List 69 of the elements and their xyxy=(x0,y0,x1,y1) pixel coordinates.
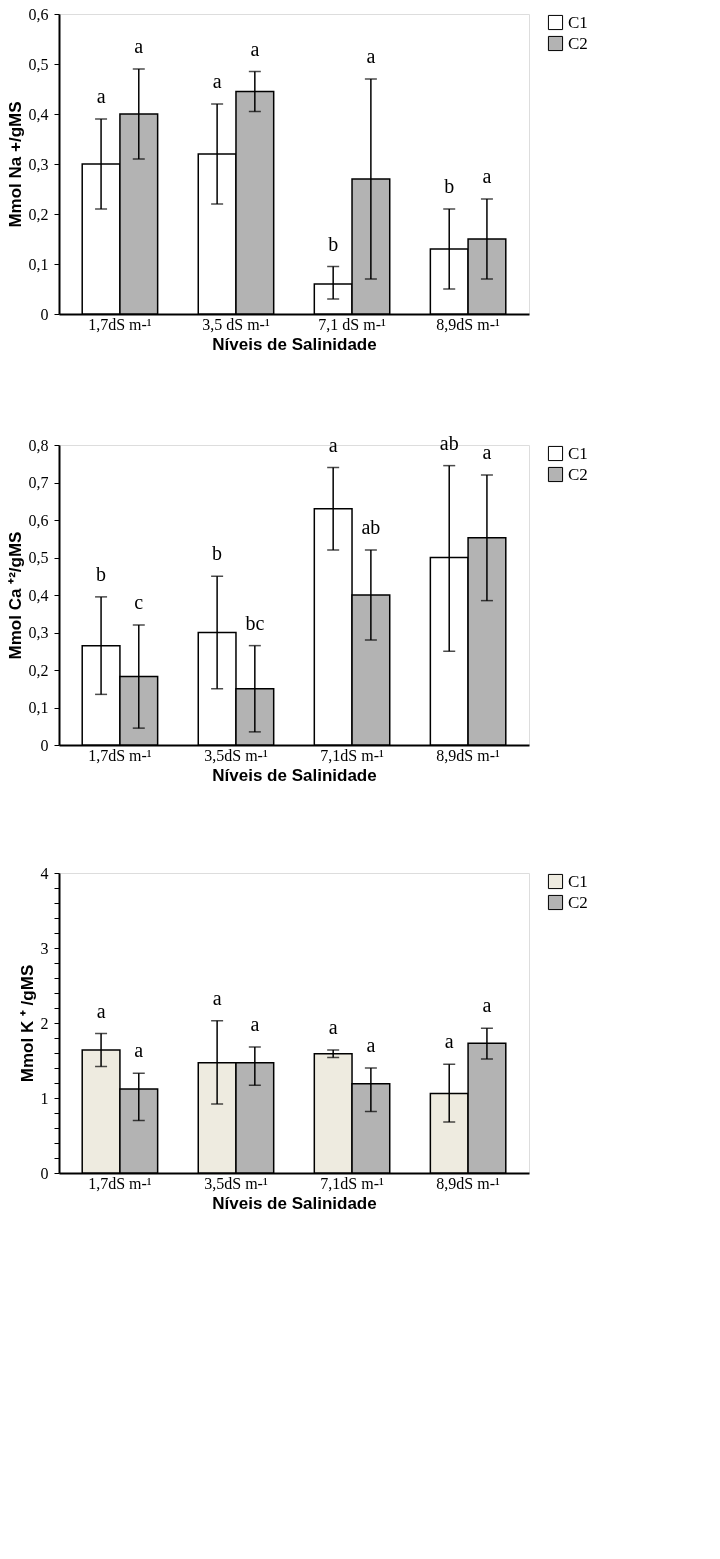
annotation: a xyxy=(444,1030,454,1053)
y-tick-label: 3 xyxy=(40,939,49,957)
y-tick-label: 0,6 xyxy=(28,511,49,529)
y-tick-label: 0,7 xyxy=(28,474,49,491)
annotation: a xyxy=(96,999,106,1022)
y-tick-label: 0,4 xyxy=(28,586,49,604)
x-tick-label: 8,9dS m-¹ xyxy=(436,1174,501,1192)
y-tick-label: 0,2 xyxy=(28,661,49,679)
annotation: b xyxy=(96,562,107,585)
y-tick-label: 0,8 xyxy=(28,436,49,454)
legend-label: C1 xyxy=(568,12,588,32)
annotation: b xyxy=(212,542,223,565)
y-tick-label: 4 xyxy=(40,864,49,882)
annotation: b xyxy=(328,232,339,255)
annotation: a xyxy=(366,1034,376,1056)
y-axis-title: Mmol K ⁺ /gMS xyxy=(17,964,37,1083)
annotation: a xyxy=(250,37,260,60)
x-tick-label: 1,7dS m-¹ xyxy=(88,315,152,333)
annotation: a xyxy=(366,45,376,67)
y-tick-label: 0,5 xyxy=(28,55,49,73)
y-tick-label: 0,4 xyxy=(28,105,49,123)
annotation: c xyxy=(134,591,144,613)
annotation: b xyxy=(444,175,455,197)
x-tick-label: 7,1dS m-¹ xyxy=(320,1174,384,1192)
y-tick-label: 1 xyxy=(40,1089,49,1107)
x-tick-label: 1,7dS m-¹ xyxy=(88,746,152,764)
annotation: ab xyxy=(361,516,381,538)
annotation: a xyxy=(96,85,106,107)
x-tick-label: 3,5 dS m-¹ xyxy=(202,315,270,333)
y-tick-label: 0,5 xyxy=(28,549,49,566)
x-axis-title: Níveis de Salinidade xyxy=(212,765,377,785)
annotation: a xyxy=(250,1013,260,1035)
x-tick-label: 7,1 dS m-¹ xyxy=(318,315,386,333)
annotation: a xyxy=(482,441,492,463)
y-tick-label: 0,2 xyxy=(28,205,49,223)
x-tick-label: 3,5dS m-¹ xyxy=(204,746,268,764)
legend-label: C1 xyxy=(568,871,588,891)
annotation: a xyxy=(134,35,144,57)
x-axis-title: Níveis de Salinidade xyxy=(212,1193,377,1213)
annotation: a xyxy=(212,70,222,92)
y-tick-label: 0 xyxy=(40,1164,49,1182)
y-tick-label: 0 xyxy=(40,305,49,323)
x-tick-label: 7,1dS m-¹ xyxy=(320,746,384,764)
y-tick-label: 0,1 xyxy=(28,699,49,716)
annotation: a xyxy=(482,994,492,1017)
x-tick-label: 3,5dS m-¹ xyxy=(204,1174,268,1192)
y-axis-title: Mmol Na +/gMS xyxy=(5,101,25,228)
annotation: a xyxy=(328,1016,338,1038)
annotation: a xyxy=(328,433,338,456)
x-tick-label: 8,9dS m-¹ xyxy=(436,746,501,764)
x-axis-title: Níveis de Salinidade xyxy=(212,334,377,354)
annotation: a xyxy=(212,986,222,1009)
annotation: ab xyxy=(439,431,459,454)
y-tick-label: 0,3 xyxy=(28,624,49,641)
y-tick-label: 0,6 xyxy=(28,5,49,23)
legend-label: C1 xyxy=(568,443,588,463)
x-tick-label: 1,7dS m-¹ xyxy=(88,1174,152,1192)
legend-label: C2 xyxy=(568,33,588,53)
y-tick-label: 0,1 xyxy=(28,255,49,273)
legend-label: C2 xyxy=(568,892,588,912)
y-tick-label: 2 xyxy=(40,1014,49,1032)
annotation: a xyxy=(134,1039,144,1062)
y-tick-label: 0,3 xyxy=(28,155,49,173)
annotation: bc xyxy=(245,611,265,634)
legend-label: C2 xyxy=(568,464,588,484)
annotation: a xyxy=(482,165,492,187)
x-tick-label: 8,9dS m-¹ xyxy=(436,315,501,333)
y-tick-label: 0 xyxy=(40,736,49,754)
y-axis-title: Mmol Ca ⁺²/gMS xyxy=(5,531,25,660)
